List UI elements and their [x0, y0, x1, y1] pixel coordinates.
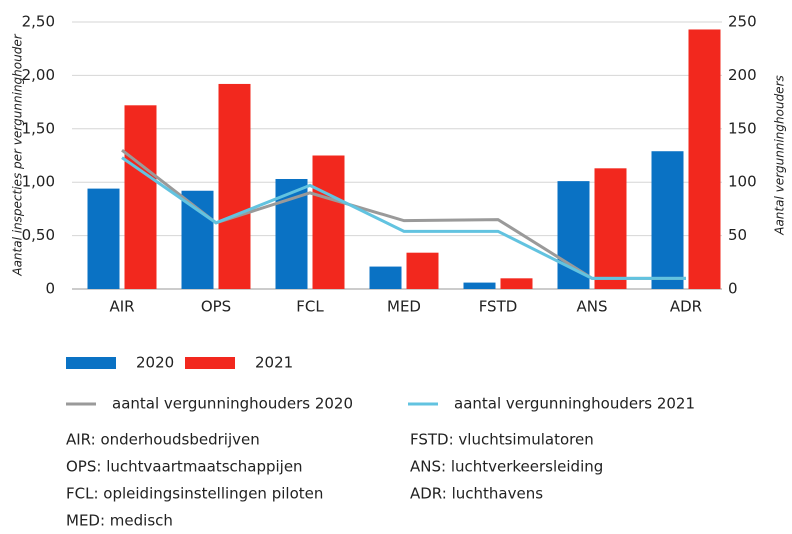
bar — [406, 252, 439, 289]
legend-label: 2021 — [255, 354, 293, 372]
bar — [312, 155, 345, 289]
note: FSTD: vluchtsimulatoren — [410, 431, 594, 449]
legend-swatch — [66, 357, 116, 369]
note: MED: medisch — [66, 512, 173, 530]
bar — [463, 282, 496, 289]
y2-tick-label: 200 — [728, 66, 757, 84]
bar — [87, 188, 120, 289]
y-tick-label: 0 — [45, 280, 55, 298]
x-tick-label: ANS — [576, 298, 607, 316]
note: ADR: luchthavens — [410, 485, 543, 503]
bar — [557, 181, 590, 289]
legend-swatch — [185, 357, 235, 369]
y-tick-label: 0,50 — [22, 226, 55, 244]
bar — [181, 190, 214, 289]
bar — [688, 29, 721, 289]
legend-label: 2020 — [136, 354, 174, 372]
y-tick-label: 2,00 — [22, 66, 55, 84]
y2-tick-label: 100 — [728, 173, 757, 191]
y-tick-label: 2,50 — [22, 13, 55, 31]
bar — [124, 105, 157, 289]
y2-tick-label: 250 — [728, 13, 757, 31]
bar — [594, 168, 627, 289]
x-tick-label: ADR — [670, 298, 702, 316]
x-tick-label: FCL — [296, 298, 324, 316]
note: OPS: luchtvaartmaatschappijen — [66, 458, 303, 476]
y2-axis-label: Aantal vergunninghouders — [773, 75, 787, 236]
note: FCL: opleidingsinstellingen piloten — [66, 485, 323, 503]
bar — [218, 83, 251, 289]
bar — [651, 151, 684, 289]
y2-tick-label: 50 — [728, 226, 747, 244]
x-tick-label: FSTD — [479, 298, 518, 316]
y-tick-label: 1,00 — [22, 173, 55, 191]
line — [121, 156, 686, 280]
legend-label: aantal vergunninghouders 2021 — [454, 395, 695, 413]
y2-tick-label: 150 — [728, 119, 757, 137]
note: AIR: onderhoudsbedrijven — [66, 431, 260, 449]
y-tick-label: 1,50 — [22, 119, 55, 137]
x-tick-label: MED — [387, 298, 421, 316]
y-axis-label: Aantal inspecties per vergunninghouder — [11, 33, 25, 276]
x-tick-label: OPS — [201, 298, 231, 316]
x-tick-label: AIR — [109, 298, 134, 316]
note: ANS: luchtverkeersleiding — [410, 458, 603, 476]
bar — [500, 278, 533, 289]
y2-tick-label: 0 — [728, 280, 738, 298]
legend-label: aantal vergunninghouders 2020 — [112, 395, 353, 413]
bar — [369, 266, 402, 289]
